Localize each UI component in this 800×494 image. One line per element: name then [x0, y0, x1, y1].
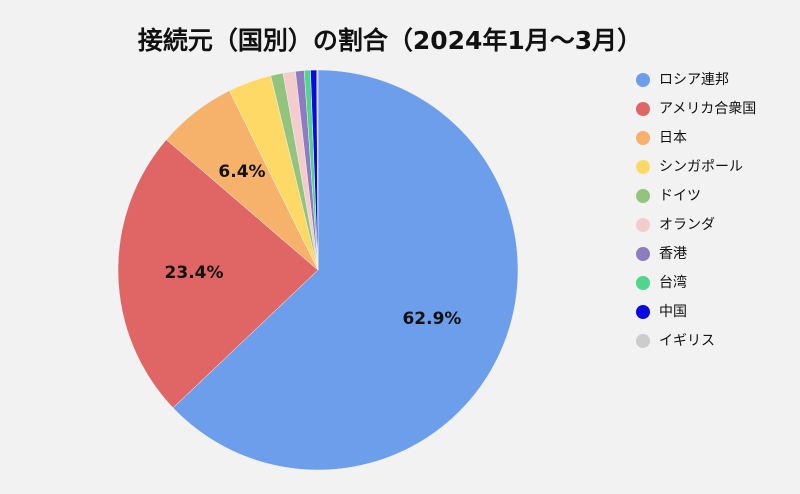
legend-marker — [636, 276, 650, 290]
legend-label: ロシア連邦 — [659, 72, 729, 88]
legend-label: シンガポール — [659, 159, 743, 175]
legend-marker — [636, 131, 650, 145]
legend-marker — [636, 102, 650, 116]
data-label: 62.9% — [402, 309, 461, 329]
legend-label: ドイツ — [659, 188, 701, 204]
data-label: 23.4% — [165, 263, 224, 283]
legend-marker — [636, 218, 650, 232]
legend-marker — [636, 73, 650, 87]
pie-slice — [117, 139, 319, 409]
legend-label: 中国 — [659, 304, 687, 320]
legend-marker — [636, 305, 650, 319]
legend-label: 台湾 — [659, 274, 687, 291]
pie-slice — [316, 69, 319, 271]
pie-slice — [172, 69, 519, 471]
legend-label: オランダ — [659, 217, 715, 233]
legend-marker — [636, 247, 650, 261]
data-label: 6.4% — [218, 162, 265, 182]
legend-label: アメリカ合衆国 — [659, 101, 756, 117]
legend-label: 香港 — [659, 246, 687, 262]
legend-marker — [636, 334, 650, 348]
legend-marker — [636, 189, 650, 203]
legend-marker — [636, 160, 650, 174]
legend-label: 日本 — [659, 130, 687, 146]
chart-title: 接続元（国別）の割合（2024年1月～3月） — [138, 26, 642, 55]
legend-label: イギリス — [659, 333, 715, 349]
